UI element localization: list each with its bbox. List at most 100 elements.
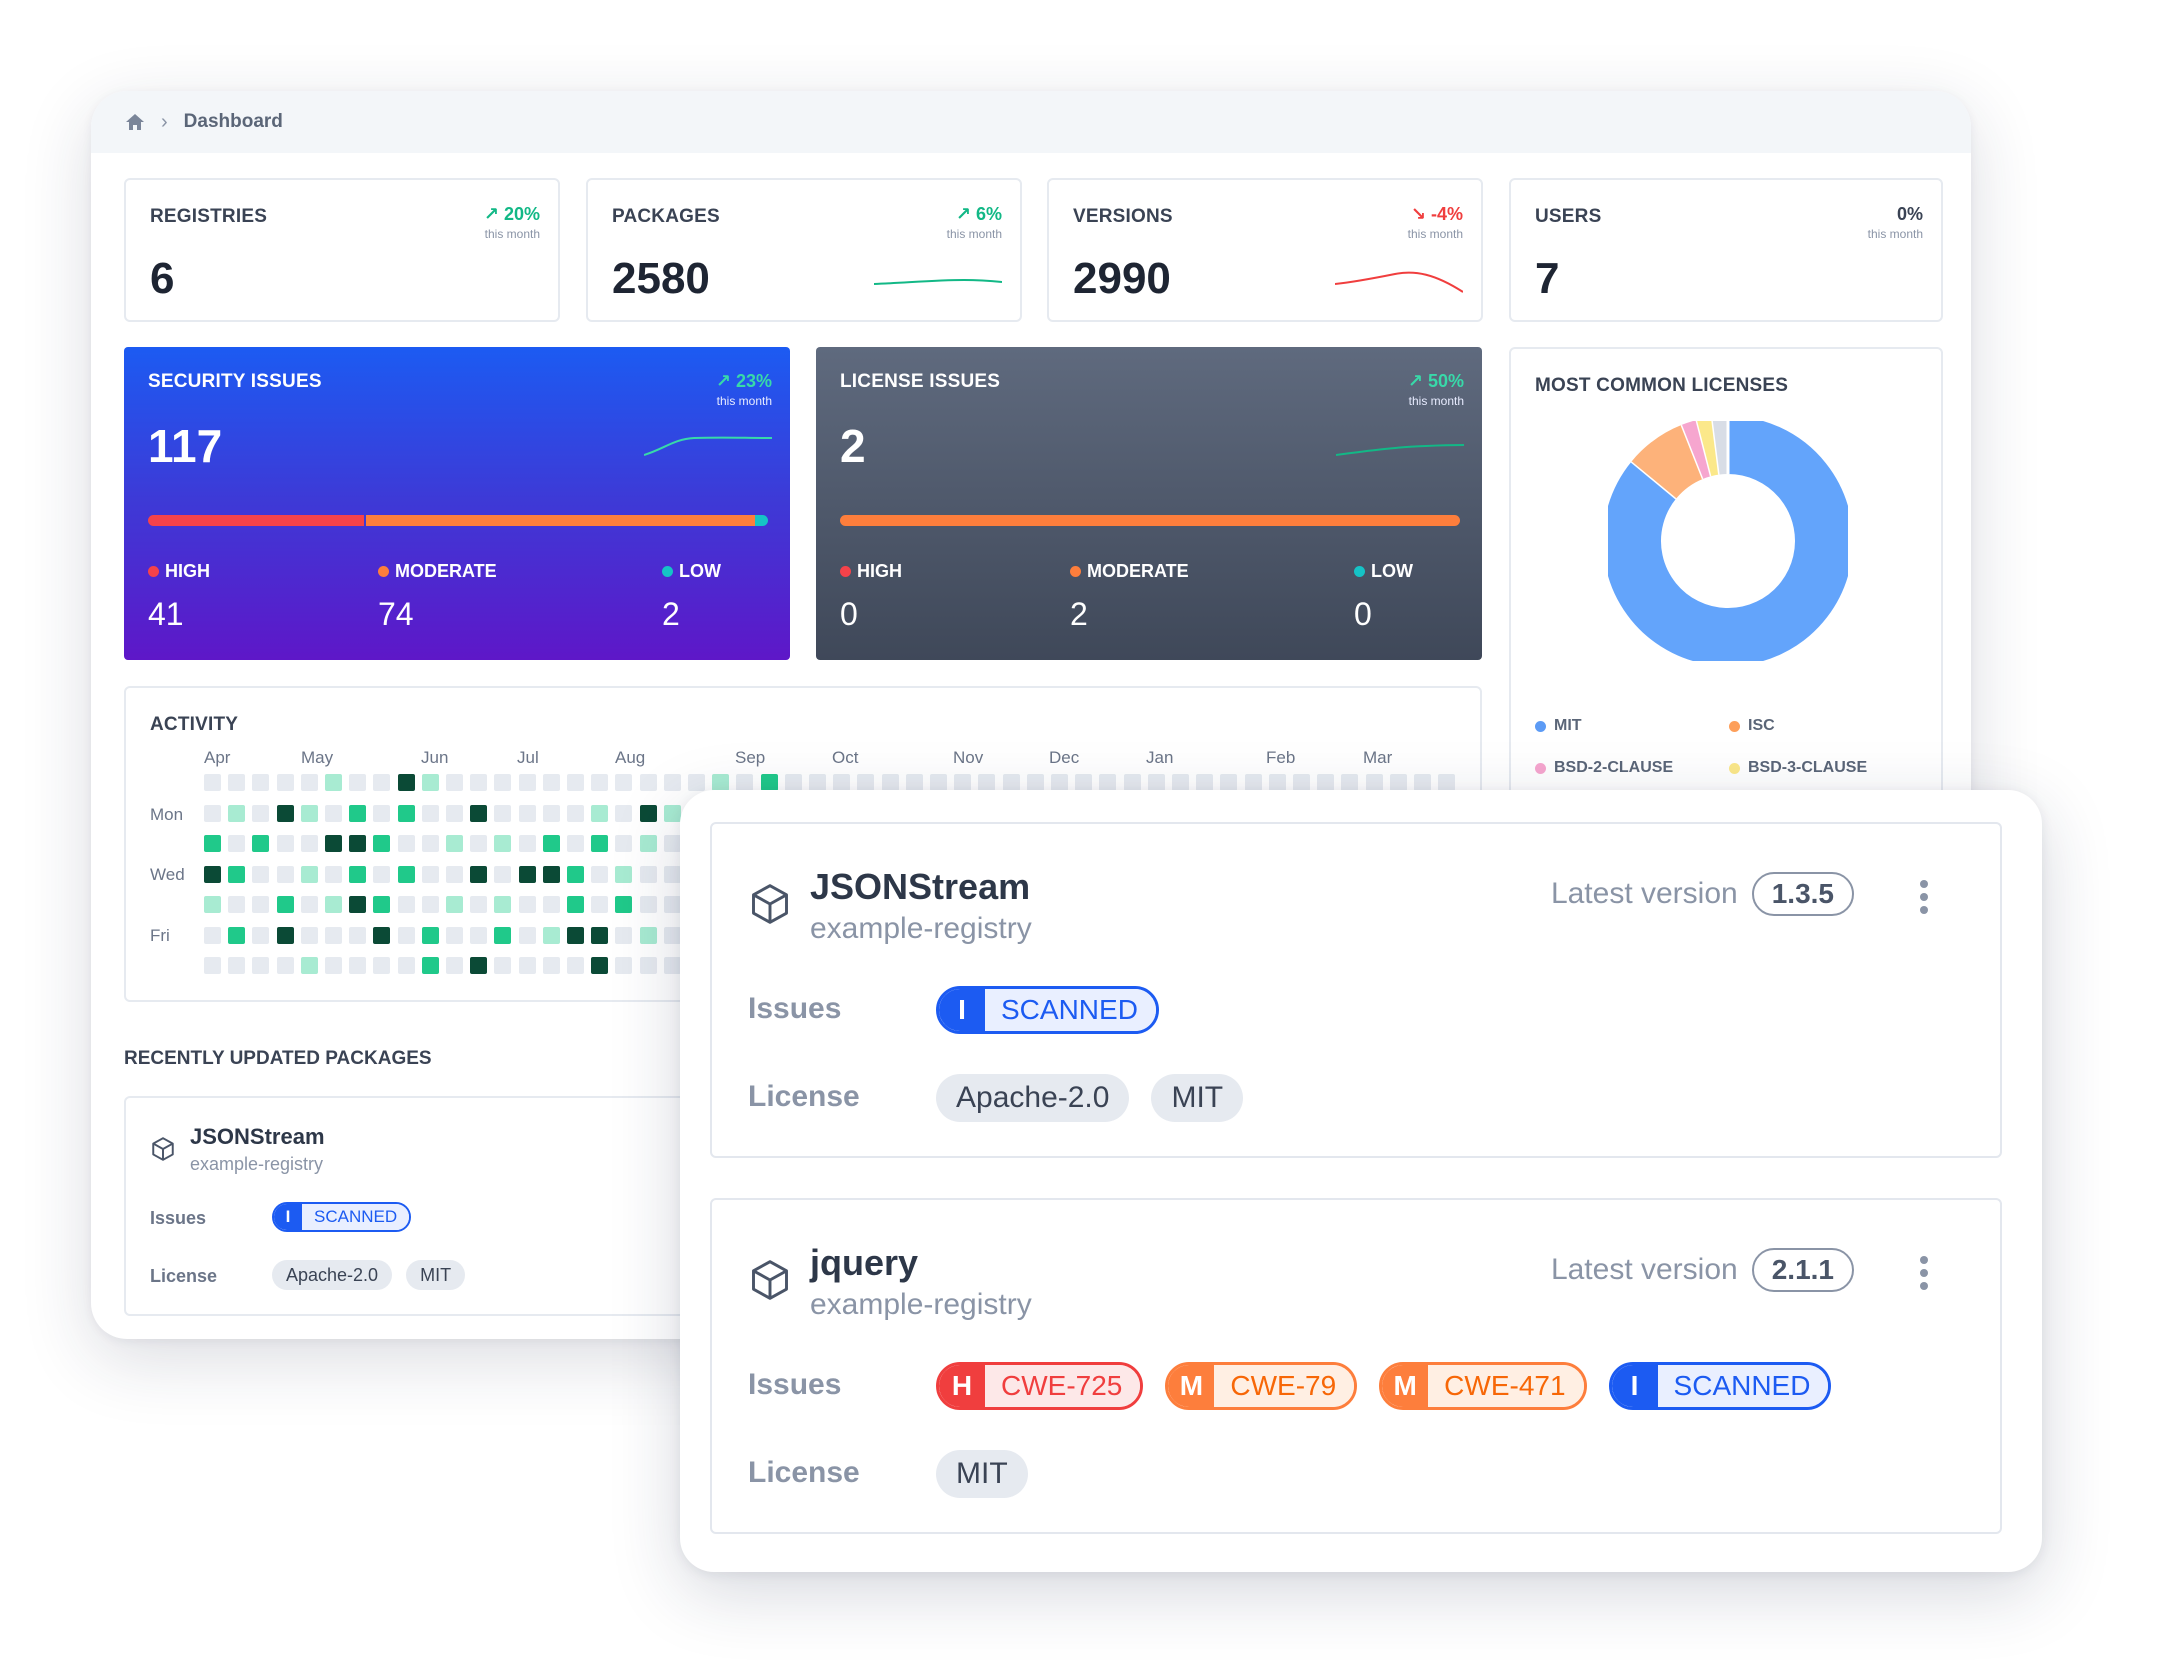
activity-cell[interactable] [591, 926, 609, 944]
activity-cell[interactable] [300, 926, 318, 944]
activity-cell[interactable] [421, 896, 439, 913]
version-badge[interactable]: 1.3.5 [1751, 872, 1854, 916]
issue-badge-cwe-471[interactable]: M CWE-471 [1379, 1362, 1587, 1410]
activity-cell[interactable] [542, 835, 560, 852]
activity-cell[interactable] [1317, 774, 1335, 791]
activity-cell[interactable] [615, 926, 633, 944]
donut-slice[interactable] [1631, 424, 1705, 500]
license-issues-card[interactable]: LICENSE ISSUES 2 ↗ 50% this month HIGH 0… [816, 347, 1482, 660]
activity-cell[interactable] [1099, 774, 1117, 791]
activity-cell[interactable] [1123, 774, 1141, 791]
activity-cell[interactable] [300, 774, 318, 791]
activity-cell[interactable] [639, 926, 657, 944]
activity-cell[interactable] [325, 835, 342, 852]
activity-cell[interactable] [1341, 774, 1359, 791]
activity-cell[interactable] [494, 926, 512, 944]
license-chip[interactable]: MIT [936, 1450, 1028, 1498]
activity-cell[interactable] [736, 774, 754, 791]
activity-cell[interactable] [905, 774, 923, 791]
issue-badge-scanned[interactable]: I SCANNED [272, 1202, 412, 1232]
activity-cell[interactable] [228, 957, 246, 974]
activity-cell[interactable] [252, 896, 270, 913]
activity-cell[interactable] [446, 835, 463, 852]
activity-cell[interactable] [325, 804, 342, 822]
legend-item-mit[interactable]: MIT [1535, 717, 1582, 735]
activity-cell[interactable] [446, 957, 463, 974]
activity-cell[interactable] [639, 896, 657, 913]
activity-cell[interactable] [1172, 774, 1189, 791]
activity-cell[interactable] [1075, 774, 1093, 791]
activity-cell[interactable] [639, 835, 657, 852]
activity-cell[interactable] [784, 774, 802, 791]
activity-cell[interactable] [688, 774, 705, 791]
activity-cell[interactable] [1438, 774, 1456, 791]
activity-cell[interactable] [518, 804, 536, 822]
activity-cell[interactable] [276, 774, 294, 791]
license-chip[interactable]: MIT [1151, 1074, 1244, 1122]
activity-cell[interactable] [494, 896, 512, 913]
activity-cell[interactable] [397, 926, 415, 944]
activity-cell[interactable] [204, 865, 221, 883]
activity-cell[interactable] [542, 865, 560, 883]
activity-cell[interactable] [542, 957, 560, 974]
activity-cell[interactable] [567, 896, 584, 913]
activity-cell[interactable] [204, 774, 221, 791]
activity-cell[interactable] [349, 774, 367, 791]
activity-cell[interactable] [470, 835, 488, 852]
activity-cell[interactable] [591, 835, 609, 852]
activity-cell[interactable] [494, 957, 512, 974]
activity-cell[interactable] [228, 804, 246, 822]
activity-cell[interactable] [1365, 774, 1383, 791]
license-chip[interactable]: Apache-2.0 [936, 1074, 1130, 1122]
activity-cell[interactable] [1051, 774, 1068, 791]
activity-cell[interactable] [518, 865, 536, 883]
donut-slice[interactable] [1712, 421, 1729, 475]
activity-cell[interactable] [567, 957, 584, 974]
activity-cell[interactable] [615, 835, 633, 852]
activity-cell[interactable] [373, 835, 391, 852]
activity-cell[interactable] [1244, 774, 1262, 791]
activity-cell[interactable] [446, 896, 463, 913]
activity-cell[interactable] [567, 865, 584, 883]
issue-badge-scanned[interactable]: I SCANNED [1608, 1362, 1832, 1410]
activity-cell[interactable] [204, 835, 221, 852]
activity-cell[interactable] [421, 957, 439, 974]
activity-cell[interactable] [228, 865, 246, 883]
activity-cell[interactable] [446, 865, 463, 883]
activity-cell[interactable] [373, 926, 391, 944]
activity-cell[interactable] [276, 926, 294, 944]
activity-cell[interactable] [252, 957, 270, 974]
issue-badge-scanned[interactable]: I SCANNED [936, 986, 1159, 1034]
activity-cell[interactable] [542, 926, 560, 944]
activity-cell[interactable] [1414, 774, 1431, 791]
activity-cell[interactable] [1196, 774, 1214, 791]
activity-cell[interactable] [1268, 774, 1286, 791]
activity-cell[interactable] [373, 957, 391, 974]
activity-cell[interactable] [833, 774, 851, 791]
security-issues-card[interactable]: SECURITY ISSUES 117 ↗ 23% this month HIG… [124, 347, 790, 660]
activity-cell[interactable] [615, 957, 633, 974]
activity-cell[interactable] [204, 957, 221, 974]
activity-cell[interactable] [542, 774, 560, 791]
activity-cell[interactable] [1389, 774, 1407, 791]
activity-cell[interactable] [276, 957, 294, 974]
activity-cell[interactable] [349, 896, 367, 913]
package-card-jsonstream[interactable]: JSONStream example-registry Latest versi… [710, 822, 2002, 1158]
activity-cell[interactable] [276, 835, 294, 852]
activity-cell[interactable] [204, 926, 221, 944]
activity-cell[interactable] [204, 896, 221, 913]
activity-cell[interactable] [639, 774, 657, 791]
activity-cell[interactable] [397, 835, 415, 852]
activity-cell[interactable] [663, 926, 681, 944]
issue-badge-cwe-79[interactable]: M CWE-79 [1165, 1362, 1358, 1410]
activity-cell[interactable] [518, 957, 536, 974]
activity-cell[interactable] [421, 865, 439, 883]
activity-cell[interactable] [615, 804, 633, 822]
activity-cell[interactable] [881, 774, 899, 791]
activity-cell[interactable] [300, 957, 318, 974]
stat-card-packages[interactable]: PACKAGES 2580 ↗ 6% this month [586, 178, 1022, 322]
activity-cell[interactable] [567, 804, 584, 822]
activity-cell[interactable] [518, 896, 536, 913]
activity-cell[interactable] [1026, 774, 1044, 791]
activity-cell[interactable] [760, 774, 778, 791]
